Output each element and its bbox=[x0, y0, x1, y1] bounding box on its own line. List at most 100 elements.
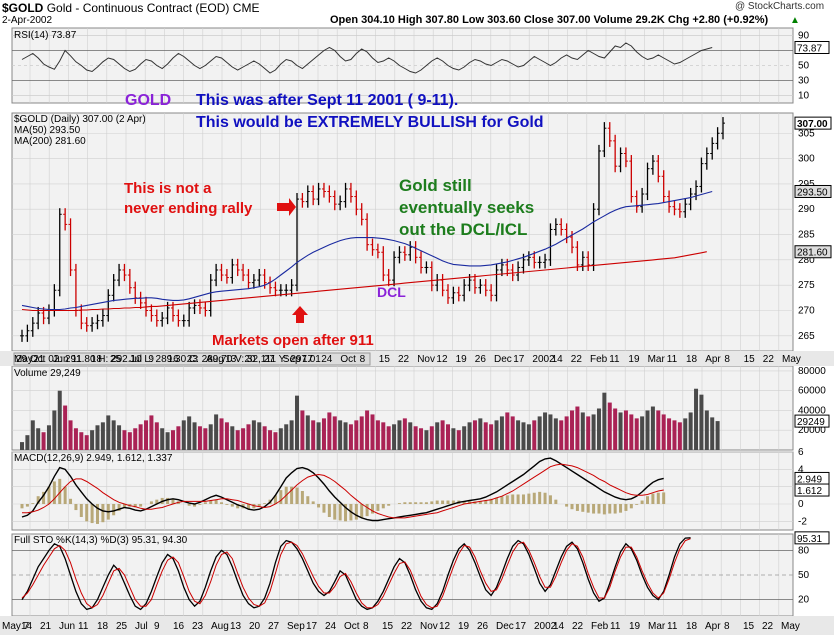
volume-bar bbox=[499, 416, 504, 450]
volume-bar bbox=[505, 412, 510, 450]
chart-title: $GOLD Gold - Continuous Contract (EOD) C… bbox=[2, 1, 259, 15]
sto-y-tick: 50 bbox=[798, 570, 810, 581]
volume-bar bbox=[699, 394, 704, 450]
macd-histogram-bar bbox=[424, 502, 428, 504]
price-last-box bbox=[794, 116, 832, 130]
volume-bar bbox=[494, 420, 499, 450]
macd-histogram-bar bbox=[478, 501, 482, 504]
volume-bar bbox=[381, 422, 386, 450]
volume-bar bbox=[629, 414, 634, 450]
volume-last-box bbox=[794, 414, 830, 428]
volume-label: Volume 29,249 bbox=[14, 368, 81, 379]
macd-histogram-bar bbox=[295, 487, 299, 504]
price-y-tick: 305 bbox=[798, 128, 815, 139]
x-tick: 19 bbox=[458, 621, 470, 632]
price-x-tick: 20 bbox=[244, 354, 256, 365]
macd-histogram-bar bbox=[581, 504, 585, 512]
volume-bar bbox=[327, 412, 332, 450]
macd-histogram-bar bbox=[85, 504, 89, 522]
macd-histogram-bar bbox=[263, 503, 267, 504]
price-x-tick: 14 bbox=[552, 354, 564, 365]
x-tick: 15 bbox=[382, 621, 394, 632]
macd-histogram-bar bbox=[166, 497, 170, 504]
volume-bar bbox=[613, 408, 618, 450]
contract-name: Gold - Continuous Contract (EOD) bbox=[46, 1, 230, 15]
macd-histogram-bar bbox=[198, 504, 202, 505]
x-tick: 13 bbox=[230, 621, 242, 632]
volume-bar bbox=[386, 426, 391, 450]
volume-bar bbox=[268, 430, 273, 450]
price-y-tick: 290 bbox=[798, 204, 815, 215]
volume-bar bbox=[149, 415, 154, 450]
volume-bar bbox=[100, 422, 105, 450]
macd-histogram-bar bbox=[139, 504, 143, 507]
macd-histogram-bar bbox=[327, 504, 331, 517]
volume-bar bbox=[607, 402, 612, 450]
macd-last-label: 1.612 bbox=[797, 486, 822, 497]
volume-bar bbox=[176, 426, 181, 450]
chart-date: 2-Apr-2002 bbox=[2, 15, 53, 26]
x-tick: 23 bbox=[192, 621, 204, 632]
volume-bar bbox=[623, 410, 628, 450]
volume-bar bbox=[704, 410, 709, 450]
price-y-tick: 275 bbox=[798, 280, 815, 291]
price-x-tick: 18 bbox=[686, 354, 698, 365]
x-tick: May bbox=[781, 621, 800, 632]
rsi-last-label: 73.87 bbox=[797, 44, 822, 55]
volume-bar bbox=[181, 420, 186, 450]
x-tick: Apr bbox=[705, 621, 721, 632]
macd-histogram-bar bbox=[575, 504, 579, 511]
volume-bar bbox=[526, 424, 531, 450]
price-x-tick: May bbox=[782, 354, 801, 365]
macd-histogram-bar bbox=[117, 504, 121, 511]
macd-histogram-bar bbox=[451, 500, 455, 504]
price-last-box bbox=[794, 245, 832, 259]
macd-histogram-bar bbox=[662, 492, 666, 504]
price-last-label: 307.00 bbox=[797, 119, 828, 130]
macd-histogram-bar bbox=[360, 504, 364, 518]
volume-bar bbox=[596, 408, 601, 450]
price-x-tick: 12 bbox=[436, 354, 448, 365]
volume-bar bbox=[667, 418, 672, 450]
macd-histogram-bar bbox=[397, 503, 401, 504]
macd-histogram-bar bbox=[565, 504, 569, 507]
price-x-tick: 15 bbox=[379, 354, 391, 365]
volume-bar bbox=[246, 424, 251, 450]
macd-histogram-bar bbox=[446, 500, 450, 504]
volume-bar bbox=[122, 430, 127, 450]
volume-y-tick: 80000 bbox=[798, 366, 826, 377]
volume-bar bbox=[295, 395, 300, 450]
ma200-line bbox=[21, 251, 707, 312]
macd-histogram-bar bbox=[543, 492, 547, 504]
macd-line bbox=[21, 457, 664, 522]
volume-bar bbox=[138, 424, 143, 450]
annotation-still-line1: Gold still bbox=[399, 176, 472, 195]
volume-bar bbox=[160, 428, 165, 450]
date-strip-bottom bbox=[0, 616, 834, 635]
volume-bar bbox=[165, 432, 170, 450]
macd-histogram-bar bbox=[495, 497, 499, 504]
volume-bar bbox=[634, 418, 639, 450]
sto-d-line bbox=[21, 538, 691, 609]
x-tick: 11 bbox=[610, 621, 621, 632]
volume-bar bbox=[672, 420, 677, 450]
macd-signal-line bbox=[22, 463, 664, 519]
price-x-tick: 22 bbox=[763, 354, 775, 365]
macd-histogram-bar bbox=[300, 491, 304, 504]
price-y-tick: 270 bbox=[798, 305, 815, 316]
volume-bar bbox=[68, 420, 73, 450]
volume-bar bbox=[397, 420, 402, 450]
x-tick: 22 bbox=[572, 621, 584, 632]
macd-histogram-bar bbox=[214, 499, 218, 504]
volume-bar bbox=[354, 420, 359, 450]
macd-histogram-bar bbox=[344, 504, 348, 522]
x-tick: 25 bbox=[116, 621, 128, 632]
macd-histogram-bar bbox=[419, 502, 423, 504]
volume-y-tick: 60000 bbox=[798, 386, 826, 397]
x-tick: 26 bbox=[477, 621, 489, 632]
volume-bar bbox=[586, 416, 591, 450]
annotation-dcl: DCL bbox=[377, 284, 406, 300]
macd-histogram-bar bbox=[414, 502, 418, 504]
x-tick: 21 bbox=[40, 621, 52, 632]
macd-histogram-bar bbox=[354, 504, 358, 520]
